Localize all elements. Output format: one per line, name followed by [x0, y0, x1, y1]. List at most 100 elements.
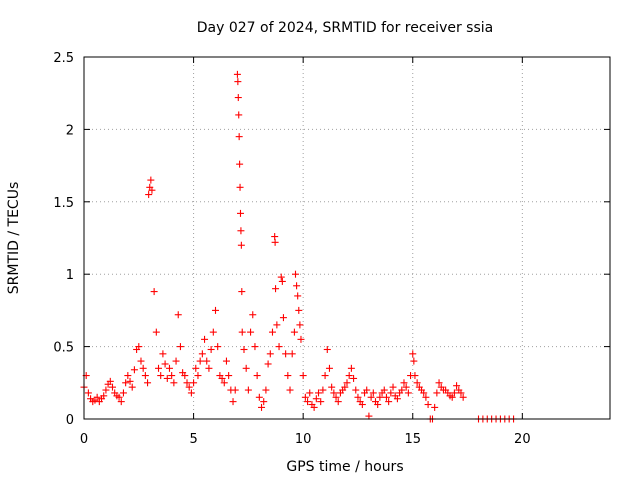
data-point — [266, 350, 274, 358]
data-point — [229, 398, 237, 406]
y-tick-label: 1.5 — [53, 196, 74, 211]
plot-frame — [83, 56, 611, 420]
data-point — [262, 386, 270, 394]
data-point — [187, 389, 195, 397]
data-point — [117, 398, 125, 406]
data-point — [382, 393, 390, 401]
data-point — [152, 328, 160, 336]
data-point — [144, 379, 152, 387]
data-point — [297, 335, 305, 343]
data-point — [222, 357, 230, 365]
data-point — [240, 345, 248, 353]
data-point — [387, 389, 395, 397]
data-point — [271, 238, 279, 246]
data-point — [380, 386, 388, 394]
data-point — [424, 401, 432, 409]
data-point — [170, 379, 178, 387]
data-point — [325, 364, 333, 372]
data-point — [409, 350, 417, 358]
data-point — [233, 70, 241, 78]
x-tick-label: 20 — [514, 432, 531, 447]
data-point — [315, 389, 323, 397]
data-point — [100, 392, 108, 400]
x-tick-label: 15 — [404, 432, 421, 447]
data-point — [147, 176, 155, 184]
data-point — [148, 186, 156, 194]
data-point — [431, 403, 439, 411]
data-point — [192, 364, 200, 372]
data-points — [80, 70, 518, 423]
data-point — [238, 288, 246, 296]
data-point — [251, 343, 259, 351]
data-point — [214, 343, 222, 351]
data-point — [181, 372, 189, 380]
data-point — [367, 393, 375, 401]
data-point — [137, 357, 145, 365]
data-point — [334, 398, 342, 406]
data-point — [319, 386, 327, 394]
chart-title: Day 027 of 2024, SRMTID for receiver ssi… — [197, 20, 493, 36]
data-point — [135, 343, 143, 351]
data-point — [161, 360, 169, 368]
data-point — [332, 393, 340, 401]
data-point — [385, 398, 393, 406]
data-point — [209, 328, 217, 336]
data-point — [304, 398, 312, 406]
data-point — [255, 393, 263, 401]
data-point — [185, 383, 193, 391]
data-point — [352, 386, 360, 394]
data-point — [155, 364, 163, 372]
data-point — [212, 306, 219, 314]
data-point — [157, 372, 165, 380]
data-point — [244, 386, 252, 394]
x-tick-label: 10 — [295, 432, 312, 447]
data-point — [264, 360, 272, 368]
data-point — [450, 389, 458, 397]
data-point — [145, 191, 153, 199]
data-point — [279, 314, 287, 322]
data-point — [234, 78, 242, 86]
x-tick-label: 5 — [189, 432, 197, 447]
data-point — [369, 389, 377, 397]
data-point — [448, 393, 456, 401]
data-point — [328, 383, 336, 391]
y-axis-label: SRMTID / TECUs — [6, 182, 22, 295]
data-point — [288, 350, 296, 358]
data-point — [236, 183, 244, 191]
data-point — [238, 328, 246, 336]
data-point — [108, 383, 116, 391]
data-point — [345, 372, 353, 380]
data-point — [194, 372, 202, 380]
data-point — [404, 389, 412, 397]
data-point — [205, 364, 213, 372]
data-point — [235, 111, 243, 119]
data-point — [237, 227, 245, 235]
data-point — [420, 389, 428, 397]
data-point — [278, 277, 286, 285]
data-point — [260, 398, 268, 406]
data-point — [174, 311, 182, 319]
data-point — [365, 412, 373, 420]
data-point — [284, 372, 292, 380]
data-point — [453, 382, 461, 390]
data-point — [410, 357, 418, 365]
data-point — [296, 321, 304, 329]
data-point — [435, 379, 443, 387]
data-point — [139, 364, 147, 372]
data-point — [411, 372, 419, 380]
data-point — [102, 386, 110, 394]
data-point — [354, 393, 362, 401]
y-tick-label: 0.5 — [53, 341, 74, 356]
data-point — [249, 311, 257, 319]
data-point — [196, 357, 204, 365]
data-point — [376, 393, 384, 401]
data-point — [293, 282, 301, 290]
data-point — [291, 270, 299, 278]
data-point — [347, 364, 355, 372]
data-point — [341, 383, 349, 391]
data-point — [273, 321, 281, 329]
data-point — [277, 273, 285, 281]
data-point — [312, 395, 320, 403]
data-point — [150, 288, 158, 296]
